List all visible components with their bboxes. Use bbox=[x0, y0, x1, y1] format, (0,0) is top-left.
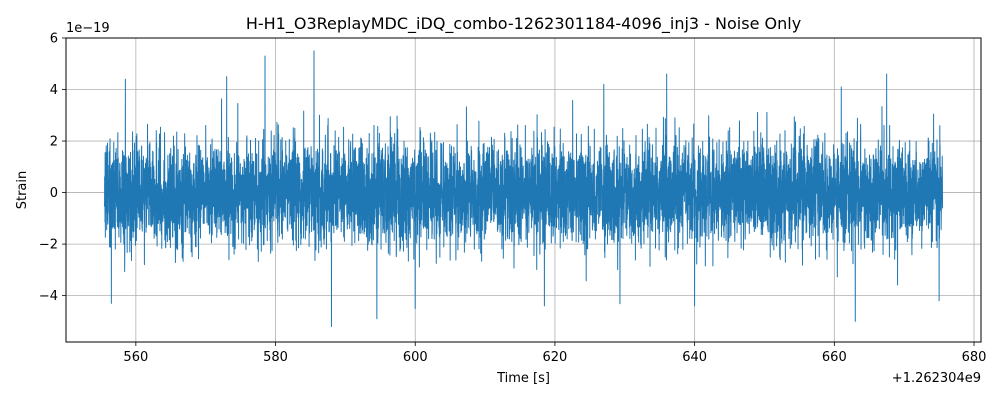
x-tick-label: 680 bbox=[962, 350, 987, 365]
x-tick-label: 600 bbox=[403, 350, 428, 365]
y-tick-label: −4 bbox=[39, 289, 58, 304]
x-tick-label: 620 bbox=[543, 350, 568, 365]
x-tick-label: 580 bbox=[263, 350, 288, 365]
y-tick-label: 0 bbox=[50, 186, 58, 201]
x-tick-label: 660 bbox=[822, 350, 847, 365]
x-tick-label: 640 bbox=[682, 350, 707, 365]
x-axis-offset-label: +1.262304e9 bbox=[892, 371, 981, 386]
chart-title: H-H1_O3ReplayMDC_iDQ_combo-1262301184-40… bbox=[246, 14, 801, 34]
y-tick-label: −2 bbox=[39, 238, 58, 253]
y-tick-label: 2 bbox=[50, 135, 58, 150]
axes-frame bbox=[65, 37, 982, 343]
x-axis-label: Time [s] bbox=[496, 371, 550, 386]
y-axis-scale-label: 1e−19 bbox=[66, 21, 110, 36]
x-tick-label: 560 bbox=[123, 350, 148, 365]
y-tick-label: 6 bbox=[50, 32, 58, 47]
y-tick-label: 4 bbox=[50, 83, 58, 98]
strain-series-line bbox=[103, 50, 944, 328]
plot-area bbox=[103, 50, 944, 328]
y-axis-label: Strain bbox=[15, 171, 30, 210]
tick-layer: 560 580 600 620 640 660 680 −4 −2 0 2 4 6 bbox=[39, 32, 987, 366]
